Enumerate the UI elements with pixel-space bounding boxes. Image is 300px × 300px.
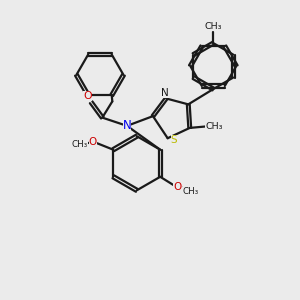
Text: O: O (83, 91, 92, 101)
Text: S: S (171, 135, 178, 145)
Text: N: N (123, 119, 131, 132)
Text: CH₃: CH₃ (182, 187, 199, 196)
Text: O: O (89, 137, 97, 147)
Text: O: O (173, 182, 182, 191)
Text: CH₃: CH₃ (71, 140, 88, 149)
Text: N: N (161, 88, 169, 98)
Text: CH₃: CH₃ (205, 122, 223, 131)
Text: CH₃: CH₃ (205, 22, 222, 32)
